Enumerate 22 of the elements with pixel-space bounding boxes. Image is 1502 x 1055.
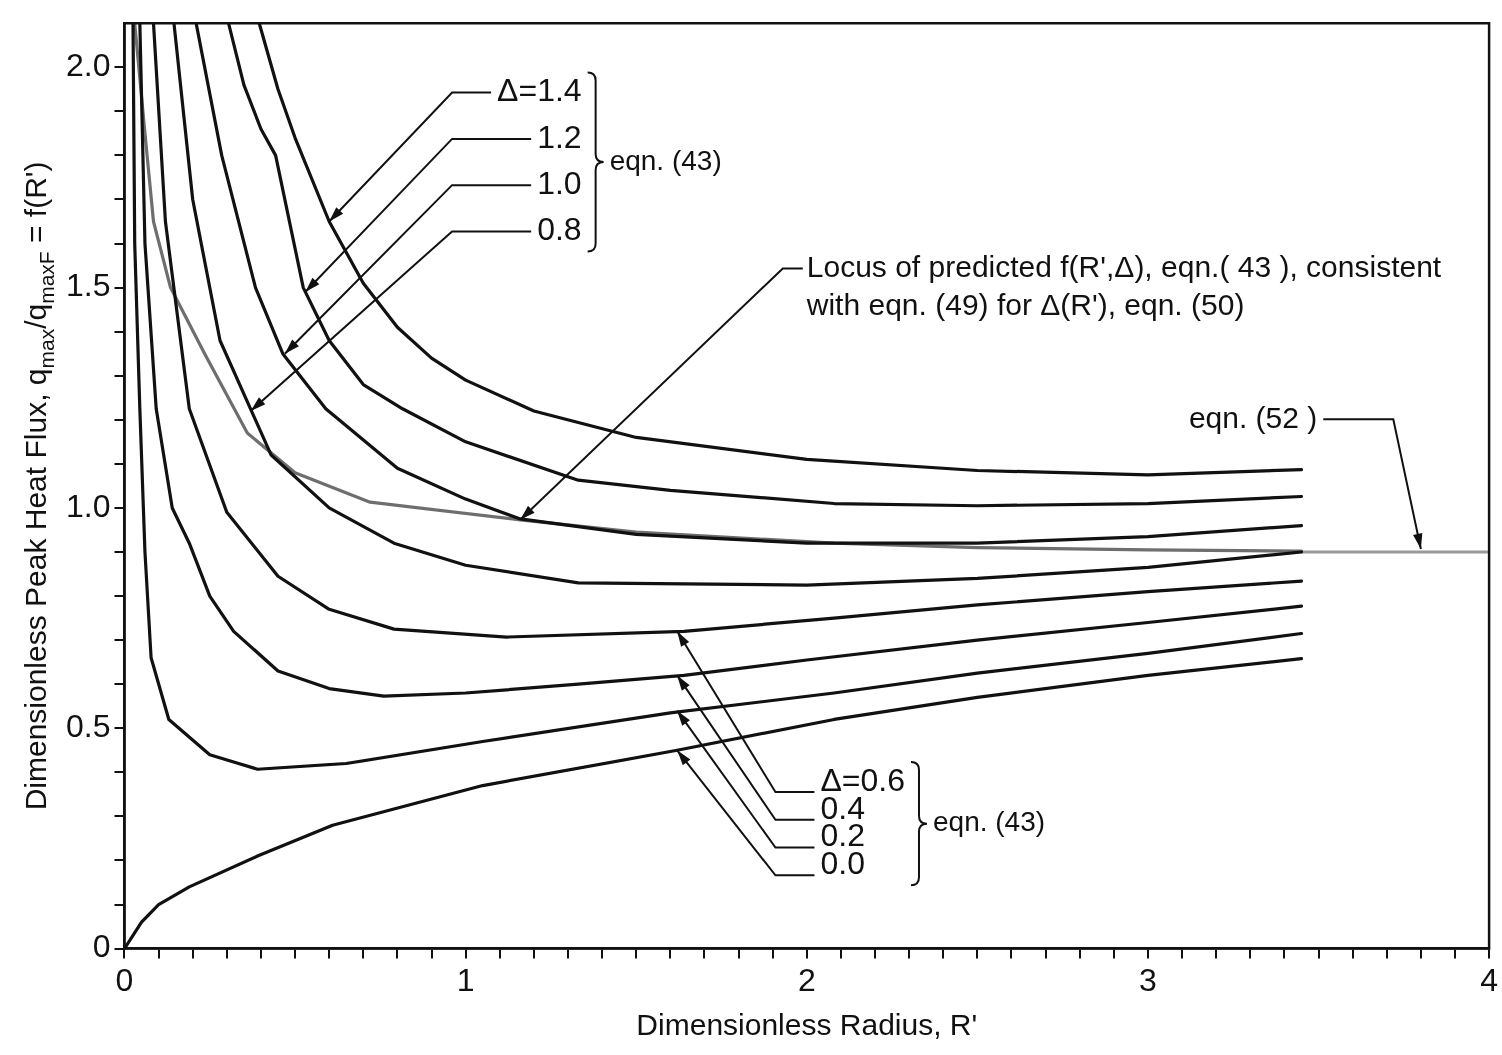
x-tick-label: 3 <box>1139 961 1157 998</box>
annotation: eqn. (52 ) <box>1188 400 1318 434</box>
y-tick-label: 2.0 <box>66 47 111 84</box>
y-tick-label: 0.5 <box>66 708 111 745</box>
y-axis-title: Dimensionless Peak Heat Flux, qmax/qmaxF = f(R') <box>19 161 59 811</box>
x-tick-label: 0 <box>115 961 134 998</box>
annotation: eqn. (43) <box>609 144 722 176</box>
y-tick-label: 1.0 <box>66 487 111 524</box>
y-tick-label: 0 <box>92 928 111 965</box>
annotation: 0.0 <box>820 845 865 882</box>
x-tick-label: 2 <box>797 961 816 998</box>
annotation: 0.8 <box>537 211 582 248</box>
y-tick-label: 1.5 <box>66 267 111 304</box>
x-axis-title: Dimensionless Radius, R' <box>636 1008 978 1042</box>
annotation: Δ=0.6 <box>820 761 905 798</box>
annotation: 1.0 <box>537 164 582 201</box>
annotation: Δ=1.4 <box>497 72 582 109</box>
x-tick-label: 1 <box>456 961 475 998</box>
annotation: 1.2 <box>537 118 582 155</box>
annotation: Locus of predicted f(R',Δ), eqn.( 43 ), consistent with eqn. (49) for Δ(R'), eqn. (50) <box>805 249 1442 321</box>
annotation: eqn. (43) <box>932 806 1046 838</box>
x-tick-label: 4 <box>1480 961 1498 998</box>
